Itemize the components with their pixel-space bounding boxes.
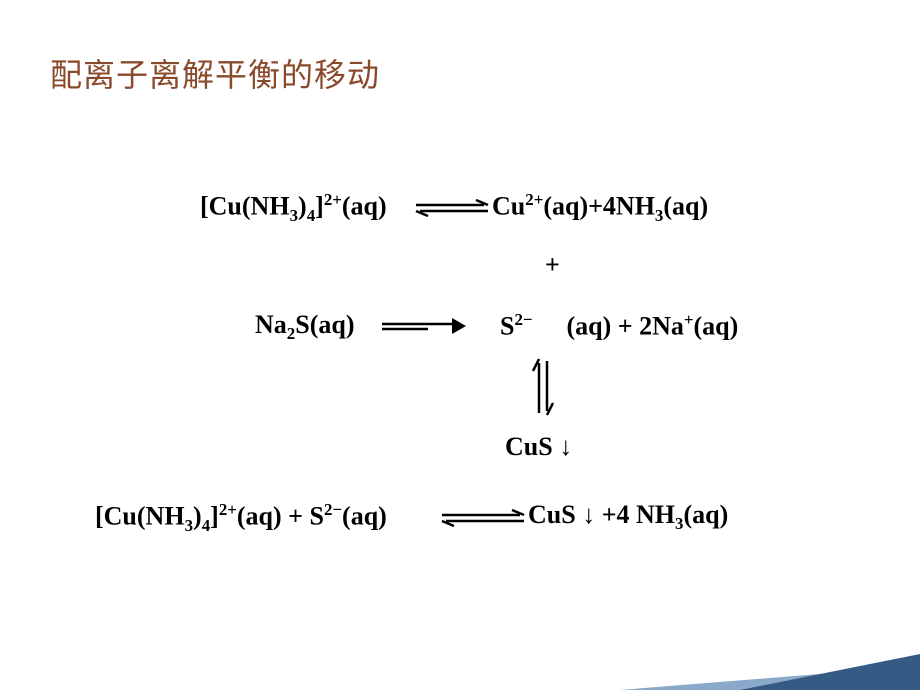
eq-arrow-1: [412, 198, 492, 218]
eq2-right-rest: (aq) + 2Na+(aq): [560, 310, 738, 342]
eq1-left: [Cu(NH3)4]2+(aq): [200, 190, 387, 226]
eq-arrow-vertical: [530, 355, 556, 424]
cus-product: CuS ↓: [505, 432, 572, 462]
eq2-left: Na2S(aq): [255, 310, 354, 344]
eq-arrow-net: [438, 508, 528, 528]
vertical-plus: +: [545, 250, 560, 280]
eq2-right-s: S2−: [500, 310, 533, 342]
slide-title: 配离子离解平衡的移动: [50, 50, 380, 96]
net-left: [Cu(NH3)4]2+(aq) + S2−(aq): [95, 500, 387, 536]
decor-triangle-dark: [740, 654, 920, 690]
slide-container: 配离子离解平衡的移动 [Cu(NH3)4]2+(aq) Cu2+(aq)+4NH…: [0, 0, 920, 690]
net-right: CuS ↓ +4 NH3(aq): [528, 500, 728, 534]
right-arrow: [378, 315, 468, 337]
eq1-right: Cu2+(aq)+4NH3(aq): [492, 190, 708, 226]
